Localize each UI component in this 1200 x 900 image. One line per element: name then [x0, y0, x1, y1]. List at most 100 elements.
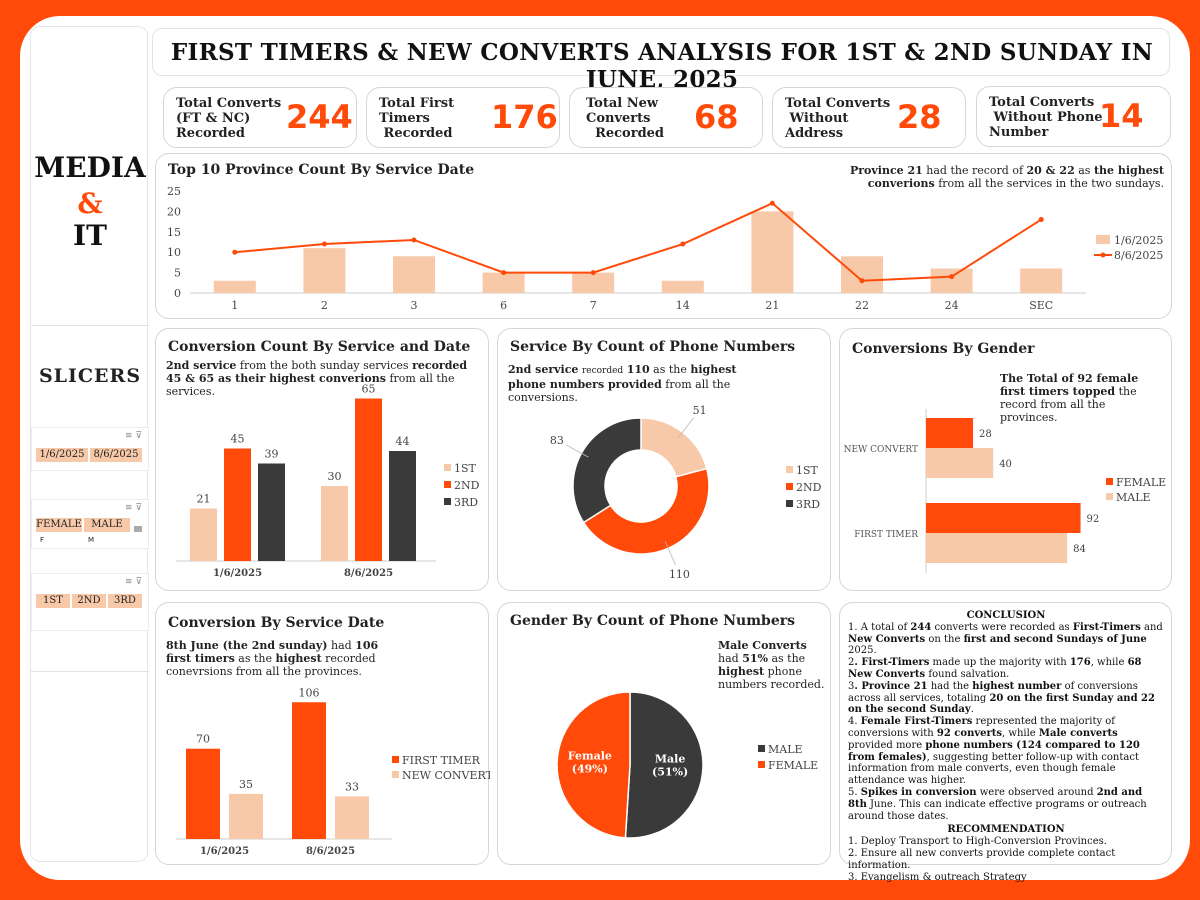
conclusion-item: 3. Province 21 had the highest number of…: [848, 680, 1155, 716]
line-point: [769, 200, 775, 206]
legend-label: MALE: [1116, 491, 1151, 504]
slicer-date-2[interactable]: 8/6/2025: [90, 448, 142, 462]
slicer-service-3rd[interactable]: 3RD: [108, 594, 142, 608]
x-tick-label: 24: [945, 299, 959, 312]
legend-label: 1/6/2025: [1114, 234, 1163, 247]
kpi-value: 14: [1099, 97, 1144, 135]
bar-new-convert: [229, 793, 263, 839]
line-point: [949, 274, 955, 280]
legend-swatch: [786, 500, 793, 507]
slicer-service-1st[interactable]: 1ST: [36, 594, 70, 608]
gender-phone-chart-card: Gender By Count of Phone Numbers Male Co…: [497, 602, 831, 865]
legend-swatch: [444, 481, 451, 488]
y-tick-label: 15: [167, 226, 181, 239]
page-title: FIRST TIMERS & NEW CONVERTS ANALYSIS FOR…: [170, 39, 1154, 93]
bar-3rd: [389, 451, 416, 561]
bar-1-6-2025: [303, 248, 346, 293]
date-slicer[interactable]: ≋ ⊽ 1/6/2025 8/6/2025: [31, 427, 149, 471]
data-label: 106: [299, 686, 320, 699]
data-label: 45: [231, 433, 245, 446]
slicer-service-2nd[interactable]: 2ND: [72, 594, 106, 608]
bar-male: [926, 448, 994, 478]
slicer-gender-male[interactable]: MALE: [84, 518, 130, 532]
line-point: [1038, 217, 1044, 223]
slicer-scrollbar[interactable]: [134, 526, 142, 532]
x-tick-label: 21: [765, 299, 779, 312]
line-point: [321, 241, 327, 247]
slicer-filter-icon[interactable]: ≋ ⊽: [125, 503, 142, 513]
y-tick-label: 5: [174, 267, 181, 280]
legend-label: 1ST: [796, 464, 819, 477]
legend-label: FEMALE: [1116, 476, 1166, 489]
conclusion-item: 4. Female First-Timers represented the m…: [848, 716, 1140, 787]
chart-annotation: 8th June (the 2nd sunday) had 106 first …: [166, 639, 379, 678]
recommendation-item: 3. Evangelism & outreach Strategy: [848, 871, 1027, 883]
kpi-label: Total Converts Without Phone Number: [989, 95, 1103, 140]
slicer-filter-icon[interactable]: ≋ ⊽: [125, 431, 142, 441]
brand-media: MEDIA: [34, 151, 146, 184]
chart-title: Top 10 Province Count By Service Date: [168, 162, 475, 178]
legend-swatch: [1106, 478, 1113, 485]
leader-line: [565, 444, 589, 458]
chart-annotation: Province 21 had the record of 20 & 22 as…: [849, 164, 1164, 190]
line-point: [680, 241, 686, 247]
sidebar-divider: [31, 671, 149, 672]
data-label: 44: [396, 435, 410, 448]
recommendation-item: 2. Ensure all new converts provide compl…: [848, 847, 1116, 871]
legend-swatch: [1096, 235, 1110, 244]
kpi-value: 244: [286, 98, 353, 136]
data-label: 33: [345, 780, 359, 793]
slicer-gender-female[interactable]: FEMALE: [36, 518, 82, 532]
kpi-label: Total New Converts Recorded: [586, 96, 665, 141]
slicer-date-1[interactable]: 1/6/2025: [36, 448, 88, 462]
bar-1st: [190, 508, 217, 561]
gender-chart-card: Conversions By Gender The Total of 92 fe…: [839, 328, 1172, 591]
conclusion-text: CONCLUSION 1. A total of 244 converts we…: [848, 610, 1164, 883]
data-label: 83: [550, 434, 564, 447]
legend-label: FEMALE: [768, 759, 818, 772]
x-tick-label: 7: [590, 299, 597, 312]
service-slicer[interactable]: ≋ ⊽ 1ST 2ND 3RD: [31, 573, 149, 631]
legend-swatch: [786, 466, 793, 473]
bar-2nd: [224, 448, 251, 561]
line-point: [501, 270, 507, 276]
x-tick-label: 1: [231, 299, 238, 312]
slicer-filter-icon[interactable]: ≋ ⊽: [125, 577, 142, 587]
data-label: 84: [1073, 544, 1086, 555]
chart-title: Service By Count of Phone Numbers: [510, 339, 796, 355]
gender-slicer[interactable]: ≋ ⊽ FEMALE MALE F M: [31, 499, 149, 549]
chart-title: Conversions By Gender: [852, 341, 1035, 357]
kpi-card-new-converts: Total New Converts Recorded 68: [569, 87, 763, 148]
y-tick-label: 25: [167, 185, 181, 198]
slice-label: Female (49%): [568, 750, 612, 776]
bar-1st: [321, 486, 348, 561]
bar-1-6-2025: [661, 280, 704, 293]
kpi-value: 68: [694, 98, 739, 136]
kpi-value: 176: [491, 98, 558, 136]
legend-label: 3RD: [796, 498, 820, 511]
leader-line: [664, 540, 676, 565]
data-label: 65: [362, 383, 376, 396]
kpi-label: Total Converts Without Address: [785, 96, 891, 141]
pie-slice-female: [556, 691, 631, 839]
data-label: 28: [979, 429, 992, 440]
legend-label: 3RD: [454, 496, 478, 509]
y-tick-label: 20: [167, 205, 181, 218]
leader-line: [677, 417, 694, 439]
pie-slice-male: [624, 691, 704, 839]
kpi-card-total-converts: Total Converts (FT & NC) Recorded 244: [163, 87, 357, 148]
bar-1-6-2025: [751, 211, 794, 293]
legend-label: 2ND: [454, 479, 480, 492]
legend-swatch: [444, 464, 451, 471]
bar-3rd: [258, 463, 285, 561]
x-tick-label: 8/6/2025: [306, 846, 355, 857]
x-tick-label: 22: [855, 299, 869, 312]
x-tick-label: SEC: [1029, 299, 1053, 312]
bar-first-timer: [186, 748, 220, 839]
bar-male: [926, 533, 1068, 563]
province-chart-card: Top 10 Province Count By Service Date Pr…: [155, 153, 1172, 319]
donut-slice-3rd: [572, 417, 642, 524]
bar-1-6-2025: [1020, 268, 1063, 293]
legend-label: MALE: [768, 743, 803, 756]
legend-swatch: [786, 483, 793, 490]
